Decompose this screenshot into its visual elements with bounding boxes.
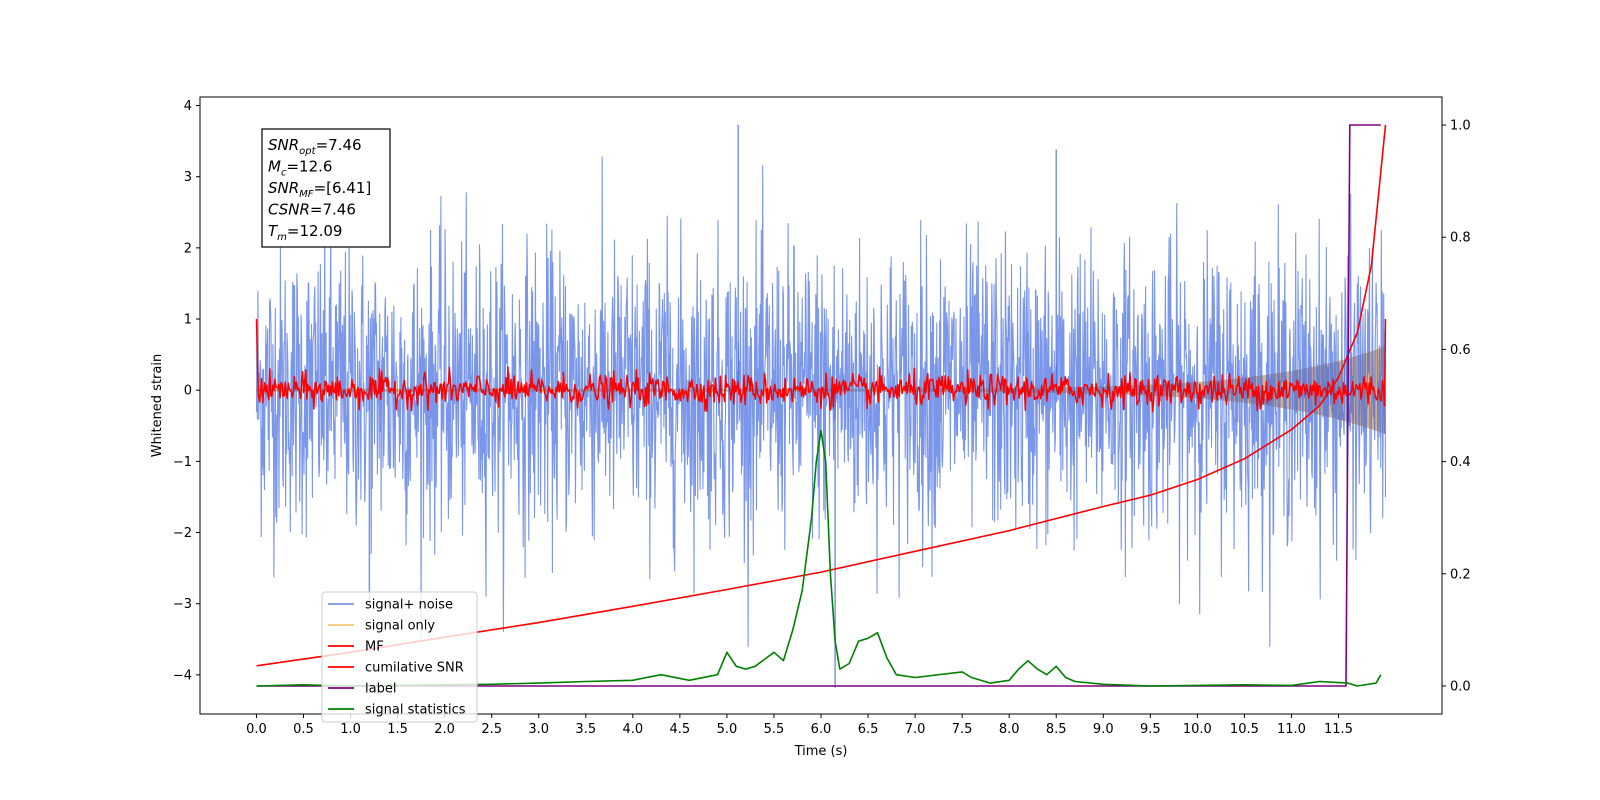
legend-label: cumilative SNR [365,661,464,676]
y-left-tick-label: −1 [173,455,192,470]
x-tick-label: 0.5 [293,722,314,737]
annotation-subscript: c [281,168,287,179]
x-tick-label: 9.5 [1140,722,1161,737]
legend-label: MF [365,640,384,655]
x-tick-label: 7.5 [952,722,973,737]
annotation-symbol: SNR [268,179,299,197]
x-tick-label: 5.5 [764,722,785,737]
x-tick-label: 1.0 [340,722,361,737]
x-tick-label: 4.5 [670,722,691,737]
annotation-value: [6.41] [326,179,371,197]
x-tick-label: 2.5 [481,722,502,737]
x-tick-label: 3.0 [528,722,549,737]
cumulative-snr-line [256,124,1387,667]
annotation-equals: = [316,136,329,154]
x-tick-label: 2.0 [434,722,455,737]
x-tick-label: 6.0 [811,722,832,737]
annotation-symbol: SNR [268,136,299,154]
annotation-subscript: MF [299,189,314,200]
annotation-equals: = [314,179,327,197]
annotation-equals: = [310,201,323,219]
y-right-tick-label: 1.0 [1450,119,1471,134]
annotation-symbol: T [268,222,279,240]
y-left-tick-label: 0 [184,384,192,399]
legend-box [321,591,478,723]
annotation-value: 7.46 [328,136,361,154]
annotation-subscript: opt [299,146,316,157]
annotation-snr-mf: SNRMF=[6.41] [268,179,371,200]
x-tick-label: 1.5 [387,722,408,737]
annotation-symbol: CSNR [268,201,310,219]
annotation-value: 12.6 [299,158,332,176]
mf-line [255,318,1387,413]
legend-label: signal+ noise [365,598,453,613]
legend-label: label [365,682,396,697]
x-tick-label: 5.0 [717,722,738,737]
annotation-equals: = [286,158,299,176]
legend-label: signal statistics [365,703,466,718]
annotation-box [261,128,391,248]
annotation-value: 7.46 [323,201,356,219]
x-tick-label: 10.5 [1230,722,1259,737]
x-tick-label: 7.0 [905,722,926,737]
y-right-tick-label: 0.6 [1450,343,1471,358]
y-axis-label: Whitened strain [150,354,165,457]
annotation-csnr: CSNR=7.46 [268,201,356,219]
annotation-subscript: m [277,232,287,243]
x-tick-label: 4.0 [622,722,643,737]
annotation-mc: Mc=12.6 [268,158,332,179]
x-tick-label: 3.5 [575,722,596,737]
x-tick-label: 11.5 [1324,722,1353,737]
y-left-tick-label: −4 [173,668,192,683]
y-right-tick-label: 0.0 [1450,679,1471,694]
x-tick-label: 10.0 [1183,722,1212,737]
x-tick-label: 11.0 [1277,722,1306,737]
y-right-tick-label: 0.4 [1450,455,1471,470]
annotation-equals: = [287,222,300,240]
x-tick-label: 9.0 [1093,722,1114,737]
annotation-value: 12.09 [300,222,343,240]
signal-statistics-line [256,429,1382,687]
y-right-tick-label: 0.2 [1450,567,1471,582]
y-left-tick-label: −2 [173,526,192,541]
y-left-tick-label: 2 [184,241,192,256]
x-axis-label: Time (s) [794,744,848,759]
legend-label: signal only [365,619,435,634]
x-tick-label: 8.0 [999,722,1020,737]
annotation-symbol: M [268,158,281,176]
y-left-tick-label: 4 [184,99,192,114]
y-left-tick-label: 3 [184,170,192,185]
annotation-snr-opt: SNRopt=7.46 [268,136,362,157]
x-tick-label: 6.5 [858,722,879,737]
label-line [256,124,1381,687]
y-left-tick-label: 1 [184,313,192,328]
annotation-tm: Tm=12.09 [268,222,342,243]
x-tick-label: 8.5 [1046,722,1067,737]
x-tick-label: 0.0 [246,722,267,737]
y-left-tick-label: −3 [173,597,192,612]
y-right-tick-label: 0.8 [1450,231,1471,246]
